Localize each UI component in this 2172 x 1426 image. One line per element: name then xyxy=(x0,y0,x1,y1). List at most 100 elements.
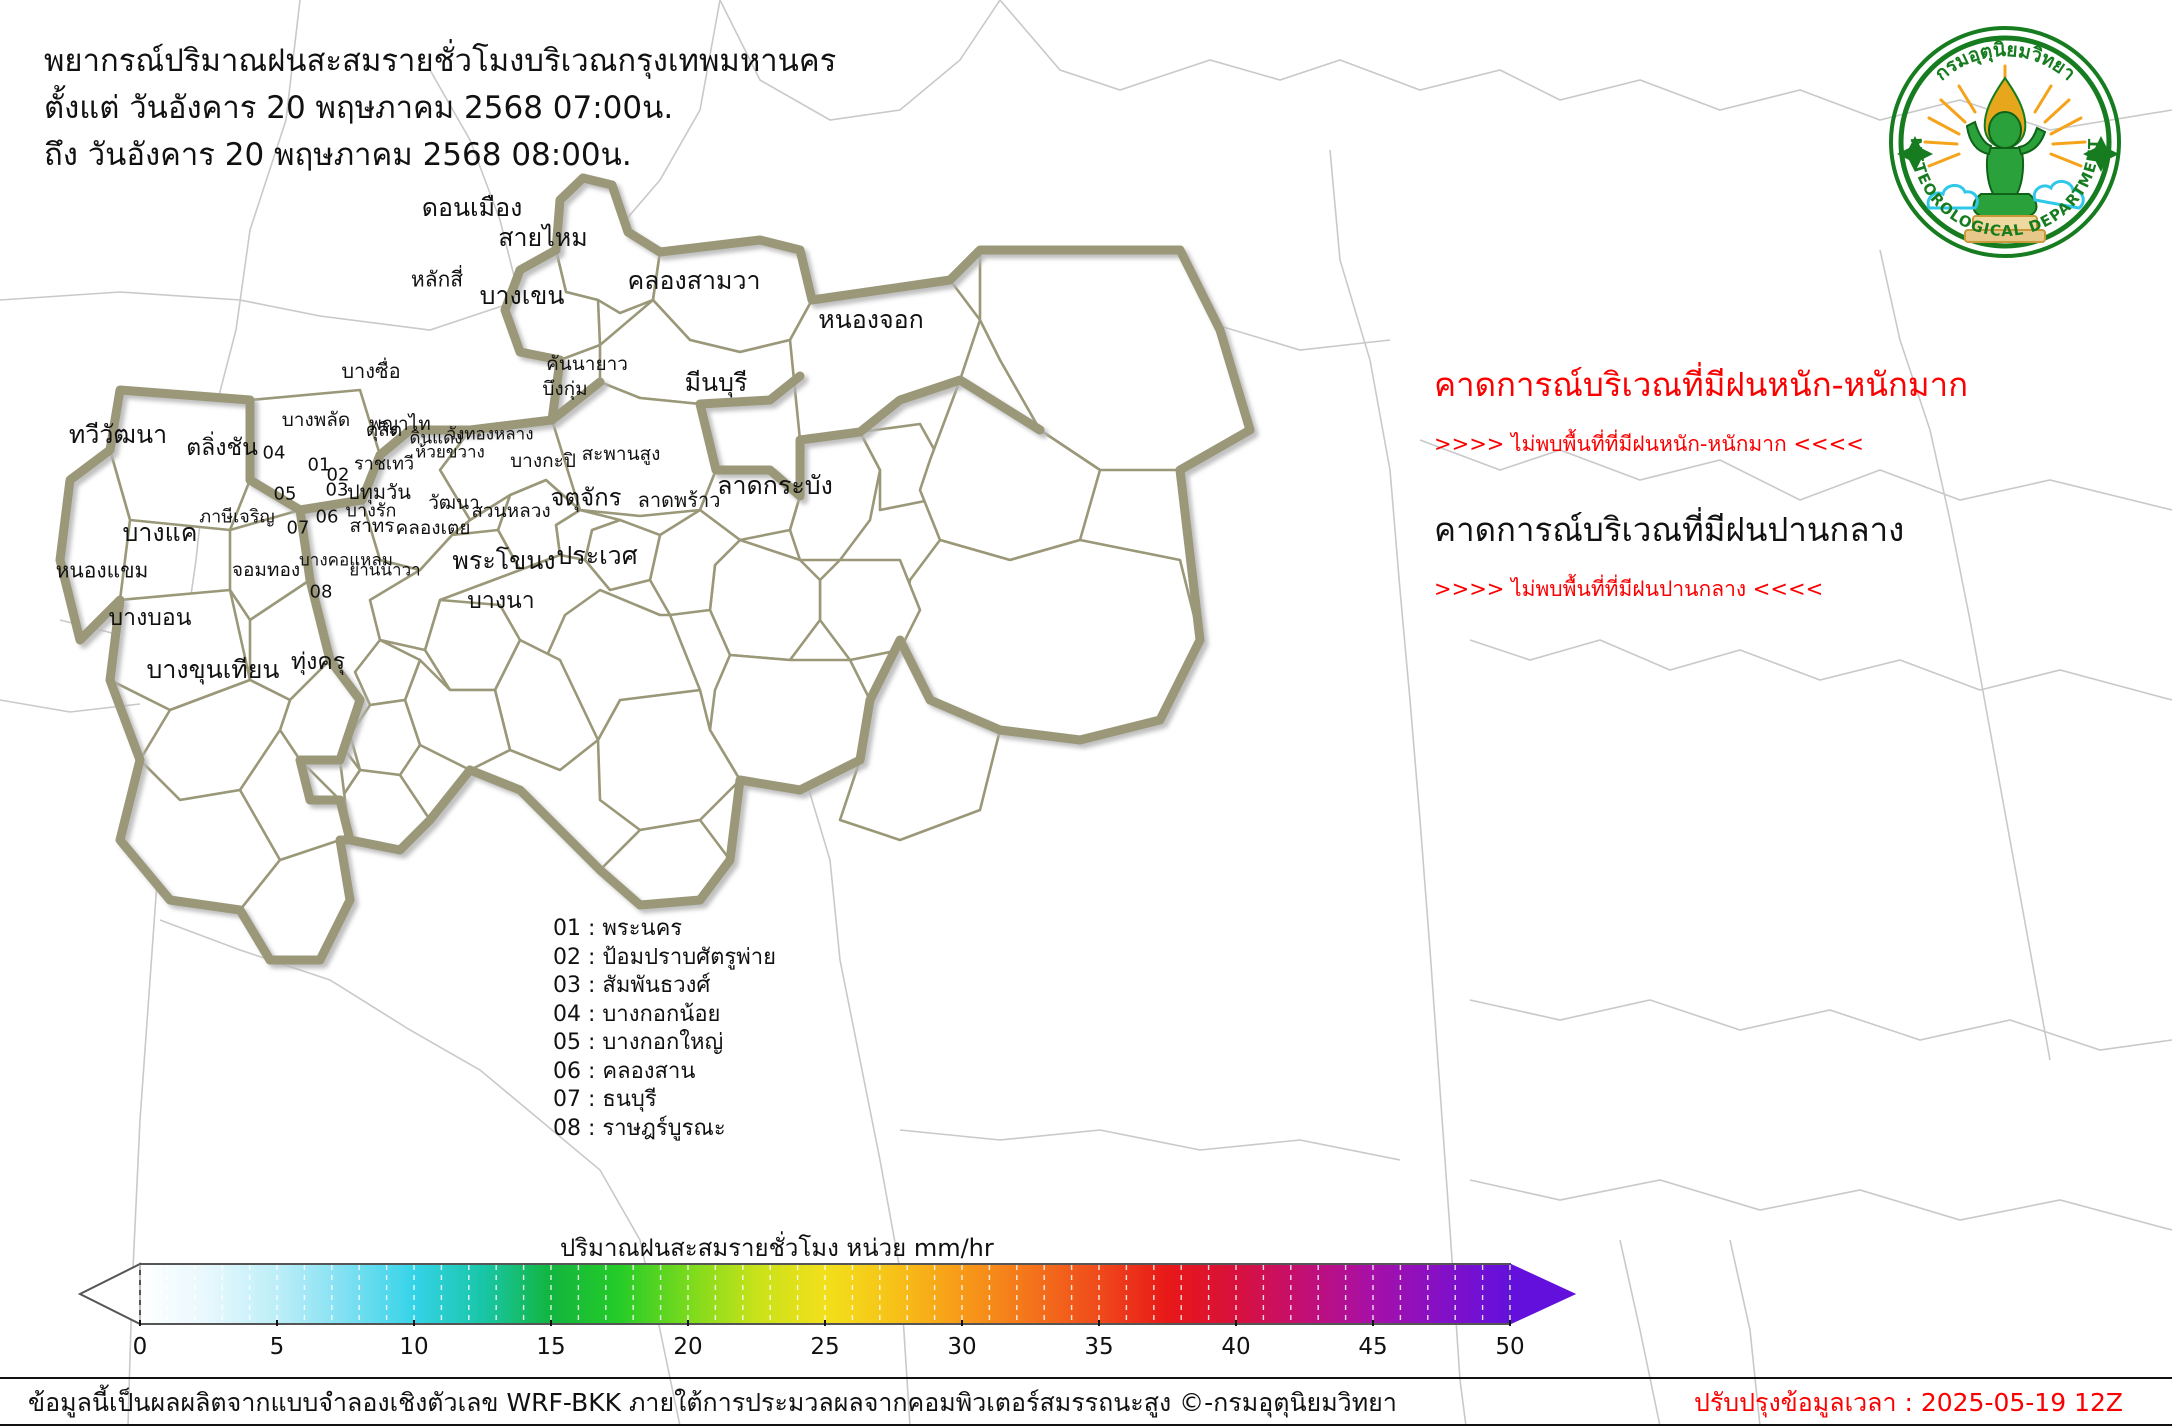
colorbar-tick-label: 5 xyxy=(269,1334,285,1360)
map-district-label: บางขุนเทียน xyxy=(146,655,280,684)
map-district-label: บางเขน xyxy=(479,281,565,310)
colorbar-tick-label: 20 xyxy=(673,1334,703,1360)
colorbar-tick-label: 15 xyxy=(536,1334,566,1360)
map-district-label: บางซื่อ xyxy=(341,359,401,383)
forecast-title-block: พยากรณ์ปริมาณฝนสะสมรายชั่วโมงบริเวณกรุงเ… xyxy=(44,38,836,179)
map-district-label: ประเวศ xyxy=(556,541,638,570)
moderate-rain-warning-message: >>>> ไม่พบพื้นที่ที่มีฝนปานกลาง <<<< xyxy=(1434,577,1824,601)
district-index-row: 04 : บางกอกน้อย xyxy=(553,1001,721,1027)
rainfall-colorbar xyxy=(40,1262,1615,1326)
moderate-rain-warning-block: คาดการณ์บริเวณที่มีฝนปานกลาง >>>> ไม่พบพ… xyxy=(1434,503,1904,606)
logo-deity-icon xyxy=(1964,76,2047,243)
logo-star-icon xyxy=(1897,136,2119,172)
map-district-label: สายไหม xyxy=(498,223,588,252)
colorbar-tick-label: 40 xyxy=(1221,1334,1251,1360)
map-district-label: จอมทอง xyxy=(231,559,301,581)
map-district-label: ราชเทวี xyxy=(353,453,415,475)
logo-inner-ring xyxy=(1898,35,2112,249)
map-district-label: หนองแขม xyxy=(55,558,149,583)
map-district-label: หลักสี่ xyxy=(410,267,464,292)
map-district-label: มีนบุรี xyxy=(684,368,748,397)
colorbar-gradient xyxy=(139,1263,1511,1325)
map-district-label: บางพลัด xyxy=(281,409,351,431)
colorbar-tick-label: 35 xyxy=(1084,1334,1114,1360)
tmd-logo-svg: กรมอุตุนิยมวิทยา METEOROLOGICAL DEPARTME… xyxy=(1889,26,2121,258)
colorbar-tick-label: 0 xyxy=(132,1334,148,1360)
colorbar-tick-label: 30 xyxy=(947,1334,977,1360)
district-index-row: 06 : คลองสาน xyxy=(553,1058,696,1084)
map-district-label: 04 xyxy=(262,442,286,464)
map-district-label: ภาษีเจริญ xyxy=(199,506,275,528)
colorbar-min-arrow xyxy=(77,1262,141,1326)
map-district-label: จตุจักร xyxy=(550,483,622,512)
district-index-row: 05 : บางกอกใหญ่ xyxy=(553,1030,724,1055)
title-line-3: ถึง วันอังคาร 20 พฤษภาคม 2568 08:00น. xyxy=(44,137,632,173)
map-district-label: สะพานสูง xyxy=(581,443,661,465)
district-index-legend: 01 : พระนคร 02 : ป้อมปราบศัตรูพ่าย 03 : สั… xyxy=(553,915,776,1143)
map-district-label: สาทร xyxy=(349,515,395,537)
logo-outer-ring xyxy=(1889,26,2121,258)
map-district-label: 03 xyxy=(325,479,349,501)
map-district-label: ลาดกระบัง xyxy=(717,471,833,500)
map-district-label: คันนายาว xyxy=(546,353,628,375)
map-district-label: ลาดพร้าว xyxy=(637,488,721,512)
title-line-1: พยากรณ์ปริมาณฝนสะสมรายชั่วโมงบริเวณกรุงเ… xyxy=(44,43,837,79)
map-district-label: สวนหลวง xyxy=(471,500,551,522)
map-district-label: ดอนเมือง xyxy=(421,193,523,222)
map-district-label: 01 xyxy=(307,454,331,476)
map-district-label: หนองจอก xyxy=(818,305,924,334)
map-district-label: บางกะปิ xyxy=(510,450,576,472)
colorbar-svg xyxy=(77,1262,1577,1326)
map-district-label: ทวีวัฒนา xyxy=(68,420,168,449)
map-district-label: พระโขนง xyxy=(452,546,556,575)
map-district-label: ห้วยขวาง xyxy=(415,442,485,463)
map-district-label: ดุสิต xyxy=(365,419,403,441)
map-district-label: บางบอน xyxy=(108,605,192,631)
logo-sun-rays-icon xyxy=(1923,64,2087,168)
tmd-logo: กรมอุตุนิยมวิทยา METEOROLOGICAL DEPARTME… xyxy=(1885,22,2125,262)
map-district-label: ดินแดง xyxy=(409,428,463,449)
map-district-label: 06 xyxy=(315,506,339,528)
map-district-label: บางนา xyxy=(467,588,535,614)
colorbar-tick-label: 25 xyxy=(810,1334,840,1360)
colorbar-max-arrow xyxy=(1509,1263,1577,1325)
map-district-label: คลองสามวา xyxy=(627,266,761,295)
map-district-label: ย่านนาวา xyxy=(349,560,421,581)
map-district-label: 08 xyxy=(309,581,333,603)
map-district-label: บางคอแหลม xyxy=(298,550,394,571)
map-district-label: บึงกุ่ม xyxy=(542,378,588,400)
district-index-row: 07 : ธนบุรี xyxy=(553,1087,657,1112)
map-district-label: คลองเตย xyxy=(395,517,471,539)
logo-cloud-icon xyxy=(1926,180,2085,210)
map-district-label: ทุ่งครุ xyxy=(290,649,346,675)
map-district-label: 02 xyxy=(326,464,350,486)
heavy-rain-warning-heading: คาดการณ์บริเวณที่มีฝนหนัก-หนักมาก xyxy=(1434,365,1969,404)
heavy-rain-warning-block: คาดการณ์บริเวณที่มีฝนหนัก-หนักมาก >>>> ไ… xyxy=(1434,358,1968,461)
colorbar-ticks xyxy=(139,1265,1511,1326)
map-district-label: วังทองหลาง xyxy=(446,424,534,445)
map-district-label: บางแค xyxy=(122,518,198,547)
district-index-row: 01 : พระนคร xyxy=(553,916,683,941)
map-district-label: ตลิ่งชัน xyxy=(186,435,258,461)
map-district-label: วัฒนา xyxy=(428,492,480,514)
map-district-label: บางรัก xyxy=(345,500,397,522)
colorbar-tick-label: 50 xyxy=(1495,1334,1525,1360)
map-district-label: ปทุมวัน xyxy=(347,480,411,504)
footer-bar xyxy=(0,1377,2172,1426)
colorbar-title: ปริมาณฝนสะสมรายชั่วโมง หน่วย mm/hr xyxy=(560,1234,994,1262)
colorbar-tick-label: 10 xyxy=(399,1334,429,1360)
district-index-row: 03 : สัมพันธวงศ์ xyxy=(553,973,711,998)
map-district-label: 07 xyxy=(286,517,310,539)
moderate-rain-warning-heading: คาดการณ์บริเวณที่มีฝนปานกลาง xyxy=(1434,510,1905,549)
colorbar-tick-label: 45 xyxy=(1358,1334,1388,1360)
footer-source-text: ข้อมูลนี้เป็นผลผลิตจากแบบจำลองเชิงตัวเลข… xyxy=(28,1388,1397,1417)
heavy-rain-warning-message: >>>> ไม่พบพื้นที่ที่มีฝนหนัก-หนักมาก <<<… xyxy=(1434,432,1864,456)
map-district-label: พญาไท xyxy=(369,413,431,435)
footer-update-time: ปรับปรุงข้อมูลเวลา : 2025-05-19 12Z xyxy=(1694,1388,2124,1417)
title-line-2: ตั้งแต่ วันอังคาร 20 พฤษภาคม 2568 07:00น… xyxy=(44,90,674,126)
district-index-row: 08 : ราษฎร์บูรณะ xyxy=(553,1115,726,1141)
map-district-label: 05 xyxy=(273,483,297,505)
district-index-row: 02 : ป้อมปราบศัตรูพ่าย xyxy=(553,944,776,970)
